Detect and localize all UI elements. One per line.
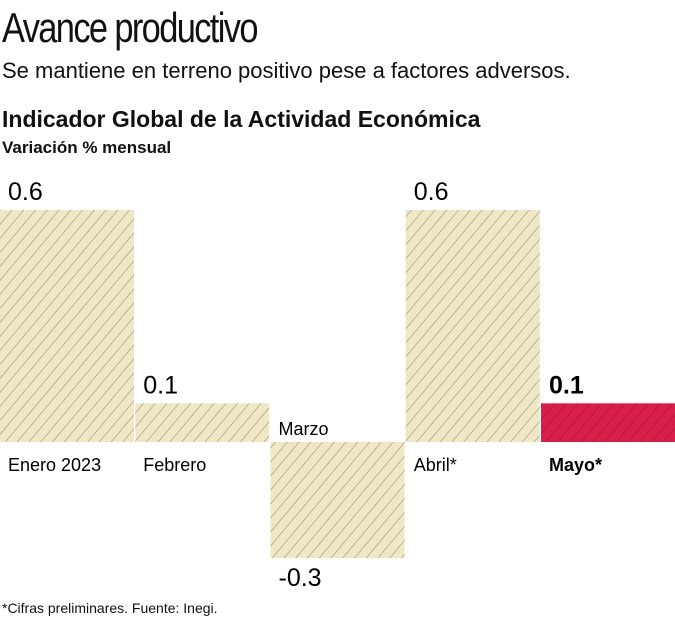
category-label: Mayo* — [549, 455, 602, 475]
value-label: 0.6 — [8, 178, 43, 206]
category-label: Marzo — [279, 419, 329, 439]
bar — [405, 209, 540, 442]
bar — [541, 403, 675, 442]
footnote: *Cifras preliminares. Fuente: Inegi. — [2, 600, 218, 616]
category-label: Abril* — [414, 455, 457, 475]
chart-title: Indicador Global de la Actividad Económi… — [2, 106, 481, 132]
bar — [270, 442, 405, 559]
page-title: Avance productivo — [2, 4, 258, 51]
value-label: 0.1 — [549, 371, 584, 399]
bar — [135, 403, 270, 442]
y-label: Variación % mensual — [2, 138, 172, 157]
bar — [0, 209, 134, 442]
value-label: 0.6 — [414, 178, 449, 206]
category-label: Febrero — [143, 455, 206, 475]
subtitle: Se mantiene en terreno positivo pese a f… — [2, 58, 571, 83]
value-label: -0.3 — [279, 564, 322, 592]
value-label: 0.1 — [143, 371, 178, 399]
category-label: Enero 2023 — [8, 455, 101, 475]
